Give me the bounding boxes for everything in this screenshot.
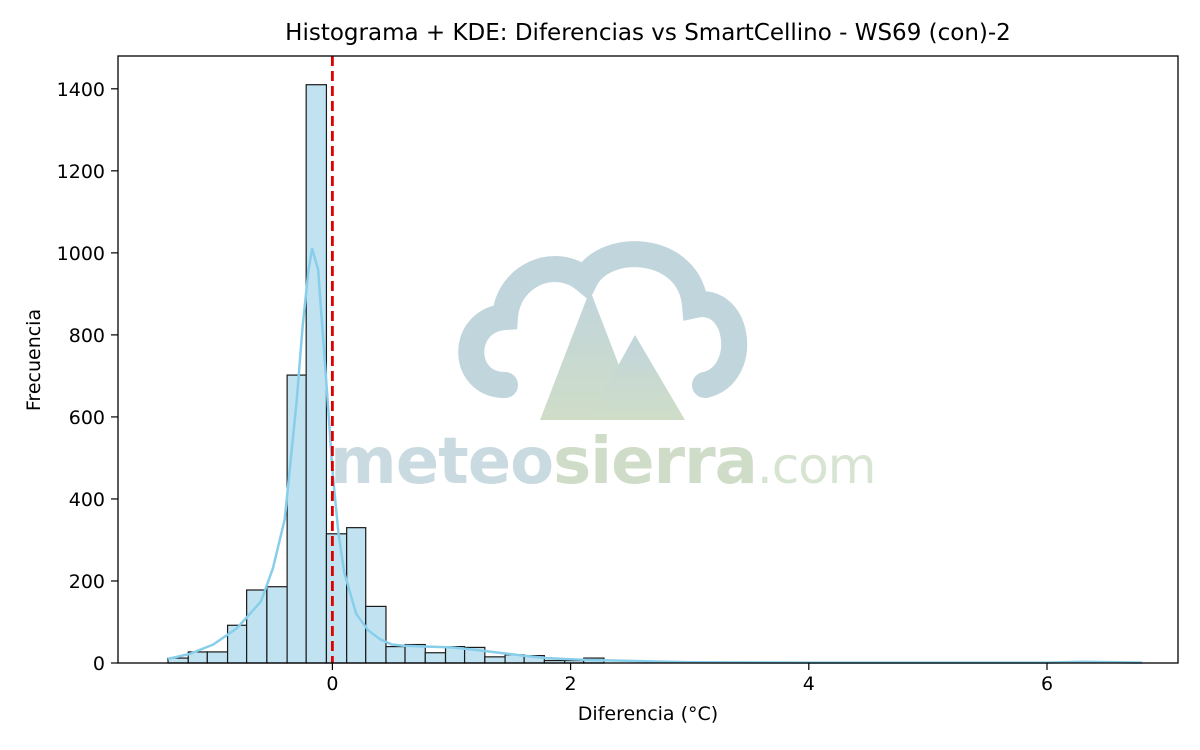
x-tick-label: 2 [565,673,577,695]
x-tick-label: 0 [326,673,338,695]
watermark-text: meteosierra.com [330,425,876,499]
cloud-mountain-logo-icon [458,241,748,420]
histogram-bar [246,589,268,664]
histogram-bar [424,652,447,664]
y-tick-label: 0 [93,653,105,675]
histogram-bar [325,533,348,664]
y-tick-label: 1000 [57,243,105,265]
histogram-bar [206,651,229,664]
histogram-bar [346,527,367,664]
y-tick-label: 800 [69,325,105,347]
histogram-bar [305,84,328,664]
y-tick-label: 600 [69,407,105,429]
histogram-bar [266,586,288,664]
y-tick-label: 1400 [57,79,105,101]
y-tick-label: 400 [69,489,105,511]
kde-curve [167,247,1143,664]
chart-title: Histograma + KDE: Diferencias vs SmartCe… [285,20,1011,46]
histogram-bar [226,624,248,664]
x-tick-label: 6 [1041,673,1053,695]
histogram-bar [484,656,506,664]
histogram-bar [385,645,406,664]
x-axis-label: Diferencia (°C) [577,703,719,725]
y-tick-label: 1200 [57,161,105,183]
y-tick-label: 200 [69,571,105,593]
x-tick-label: 4 [803,673,815,695]
plot-frame [117,55,1179,664]
histogram-bar [286,374,307,664]
meteosierra-watermark: meteosierra.com [330,235,890,505]
y-axis-label: Frecuencia [23,308,45,412]
